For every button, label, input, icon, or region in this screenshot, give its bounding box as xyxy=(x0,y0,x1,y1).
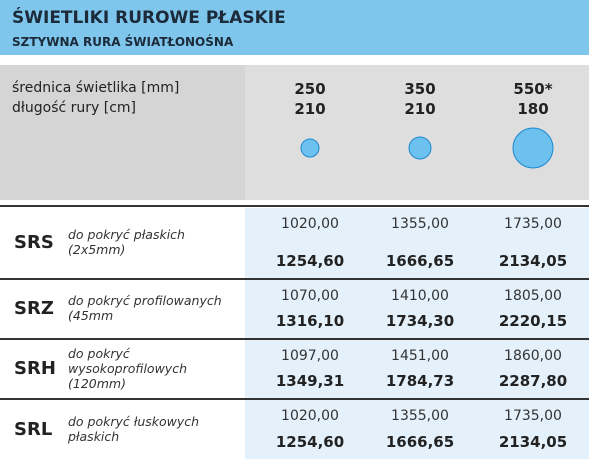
diameter-icon xyxy=(512,127,554,169)
diameter-icon xyxy=(300,138,320,158)
net-price: 1355,00 xyxy=(391,408,449,424)
separator xyxy=(0,205,589,207)
spec-label: średnica świetlika [mm] xyxy=(12,80,180,96)
row-description: płaskich xyxy=(68,428,120,444)
separator xyxy=(0,278,589,280)
gross-price: 2134,05 xyxy=(498,252,568,270)
net-price: 1860,00 xyxy=(504,348,562,364)
spec-label: długość rury [cm] xyxy=(12,100,137,116)
net-price: 1355,00 xyxy=(391,216,449,232)
spec-panel xyxy=(0,65,245,200)
gross-price: 2220,15 xyxy=(498,312,568,330)
row-code: SRZ xyxy=(14,298,54,319)
price-band xyxy=(245,280,589,338)
title: ŚWIETLIKI RUROWE PŁASKIE xyxy=(12,8,286,28)
row-description: do pokryć xyxy=(68,345,130,361)
net-price: 1735,00 xyxy=(504,216,562,232)
net-price: 1805,00 xyxy=(504,288,562,304)
separator xyxy=(0,398,589,400)
diameter-icon xyxy=(408,136,432,160)
net-price: 1451,00 xyxy=(391,348,449,364)
row-description: do pokryć profilowanych xyxy=(68,293,222,308)
gross-price: 1784,73 xyxy=(385,372,455,390)
row-code: SRS xyxy=(14,232,54,253)
gross-price: 1349,31 xyxy=(275,372,345,390)
diameter: 550* xyxy=(513,80,553,98)
price-band xyxy=(245,340,589,398)
price-band xyxy=(245,400,589,459)
row-description: (45mm xyxy=(68,308,114,323)
gross-price: 1734,30 xyxy=(385,312,455,330)
net-price: 1097,00 xyxy=(281,348,339,364)
subtitle: SZTYWNA RURA ŚWIATŁONOŚNA xyxy=(12,35,234,49)
length: 210 xyxy=(404,100,436,118)
row-description: do pokryć płaskich xyxy=(68,227,185,242)
row-description: (120mm) xyxy=(68,375,126,391)
net-price: 1020,00 xyxy=(281,216,339,232)
gross-price: 1666,65 xyxy=(385,433,455,451)
row-code: SRL xyxy=(14,418,53,440)
row-description: wysokoprofilowych xyxy=(68,360,188,376)
row-description: do pokryć łuskowych xyxy=(68,413,200,429)
gross-price: 2287,80 xyxy=(498,372,568,390)
net-price: 1735,00 xyxy=(504,408,562,424)
net-price: 1070,00 xyxy=(281,288,339,304)
header-band xyxy=(0,0,589,55)
length: 180 xyxy=(517,100,549,118)
net-price: 1020,00 xyxy=(281,408,339,424)
diameter: 350 xyxy=(404,80,436,98)
row-description: (2x5mm) xyxy=(68,242,126,257)
separator xyxy=(0,338,589,340)
gross-price: 1316,10 xyxy=(275,312,345,330)
gross-price: 1254,60 xyxy=(275,433,345,451)
gross-price: 2134,05 xyxy=(498,433,568,451)
gross-price: 1254,60 xyxy=(275,252,345,270)
row-code: SRH xyxy=(14,358,56,379)
price-band xyxy=(245,208,589,278)
net-price: 1410,00 xyxy=(391,288,449,304)
length: 210 xyxy=(294,100,326,118)
gross-price: 1666,65 xyxy=(385,252,455,270)
diameter: 250 xyxy=(294,80,326,98)
